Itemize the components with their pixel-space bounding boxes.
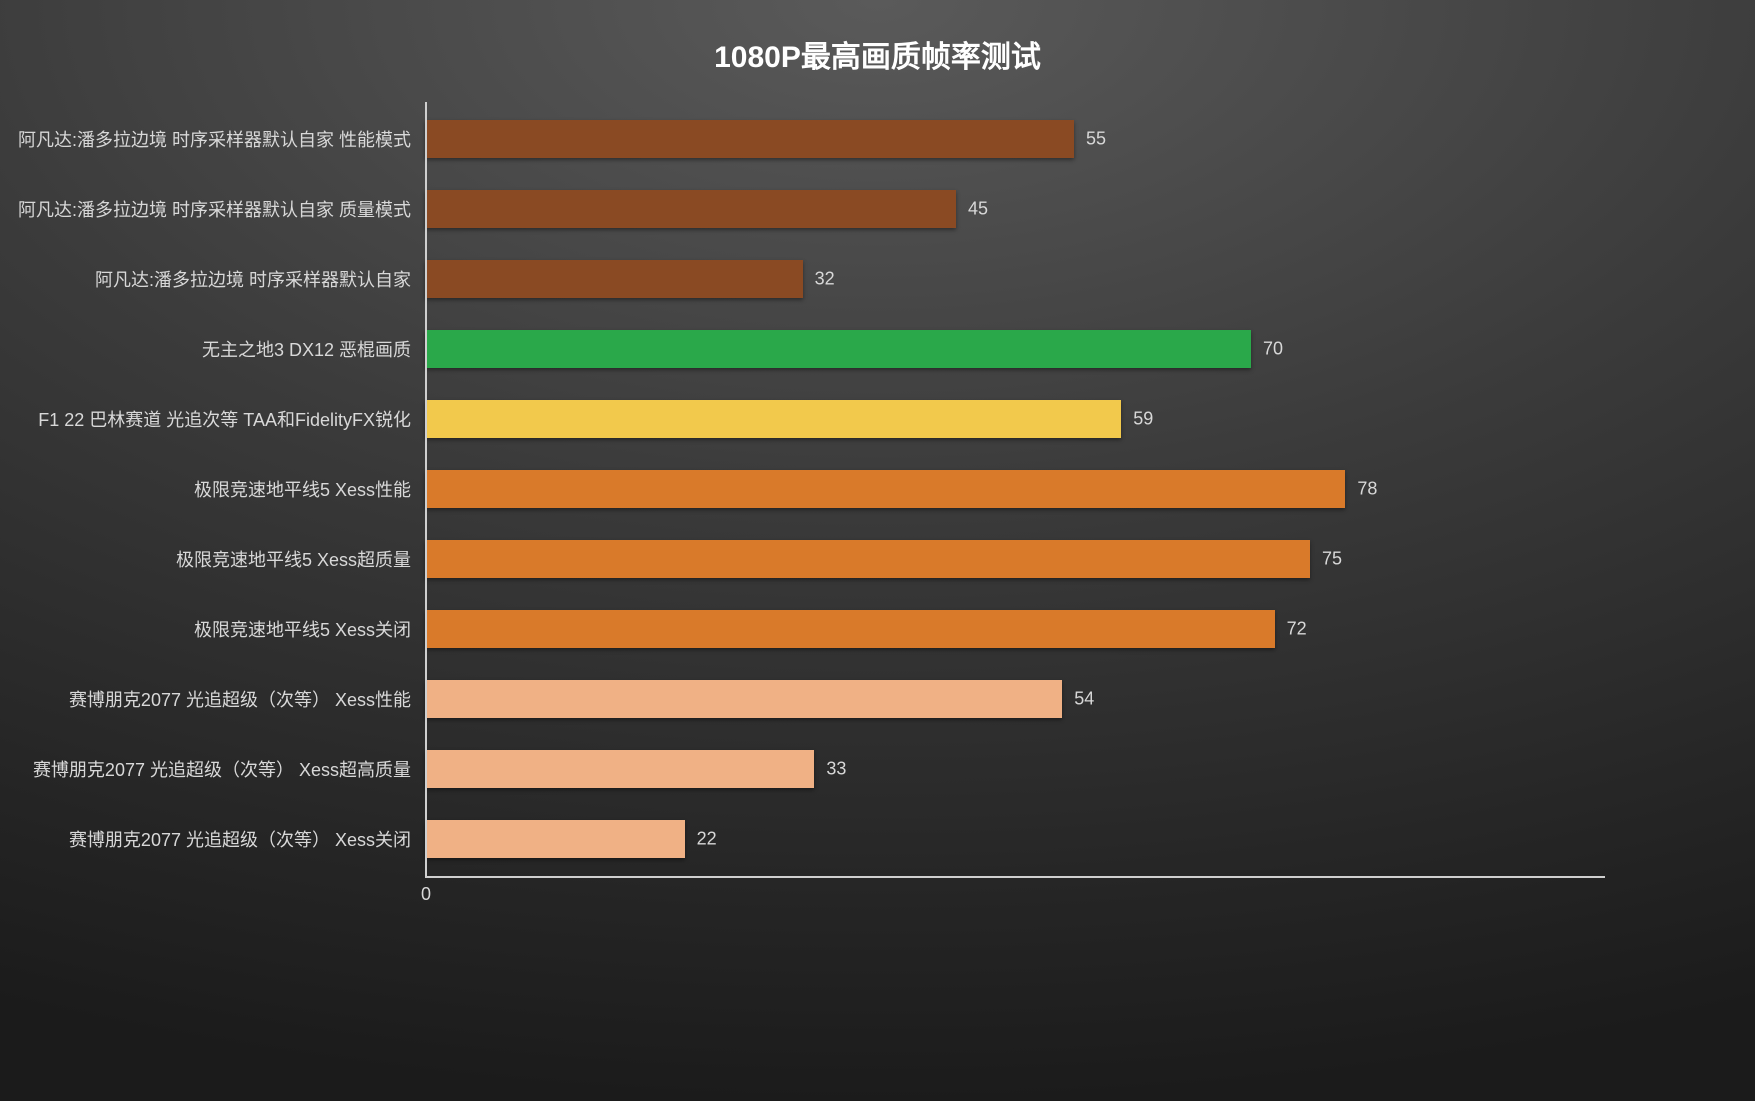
bar-row: 赛博朋克2077 光追超级（次等） Xess超高质量 33 [0, 750, 1755, 788]
bar-row: 阿凡达:潘多拉边境 时序采样器默认自家 性能模式 55 [0, 120, 1755, 158]
bar-row: 阿凡达:潘多拉边境 时序采样器默认自家 质量模式 45 [0, 190, 1755, 228]
bar-label: 阿凡达:潘多拉边境 时序采样器默认自家 质量模式 [0, 196, 425, 222]
bar-row: 阿凡达:潘多拉边境 时序采样器默认自家 32 [0, 260, 1755, 298]
bar [425, 260, 803, 298]
bar-row: 极限竞速地平线5 Xess关闭 72 [0, 610, 1755, 648]
bar-value: 59 [1133, 409, 1153, 430]
bar-label: 阿凡达:潘多拉边境 时序采样器默认自家 [0, 266, 425, 292]
bar [425, 470, 1345, 508]
bar [425, 680, 1062, 718]
bar [425, 540, 1310, 578]
bar [425, 190, 956, 228]
bar [425, 120, 1074, 158]
bar-value: 72 [1287, 619, 1307, 640]
bar [425, 330, 1251, 368]
chart-title: 1080P最高画质帧率测试 [0, 0, 1755, 76]
bar-label: F1 22 巴林赛道 光追次等 TAA和FidelityFX锐化 [0, 406, 425, 432]
bar-row: 赛博朋克2077 光追超级（次等） Xess性能 54 [0, 680, 1755, 718]
bar-row: F1 22 巴林赛道 光追次等 TAA和FidelityFX锐化 59 [0, 400, 1755, 438]
bar [425, 610, 1275, 648]
bar-label: 赛博朋克2077 光追超级（次等） Xess关闭 [0, 826, 425, 852]
bar-row: 极限竞速地平线5 Xess性能 78 [0, 470, 1755, 508]
chart-area: 阿凡达:潘多拉边境 时序采样器默认自家 性能模式55阿凡达:潘多拉边境 时序采样… [0, 120, 1755, 980]
bar-label: 极限竞速地平线5 Xess超质量 [0, 546, 425, 572]
axis-origin-label: 0 [421, 884, 431, 905]
bar-value: 32 [815, 269, 835, 290]
bar-value: 55 [1086, 129, 1106, 150]
bar-value: 22 [697, 829, 717, 850]
bar-value: 45 [968, 199, 988, 220]
bar-value: 54 [1074, 689, 1094, 710]
x-axis [425, 876, 1605, 878]
bar-label: 无主之地3 DX12 恶棍画质 [0, 336, 425, 362]
bar [425, 820, 685, 858]
bar-label: 极限竞速地平线5 Xess性能 [0, 476, 425, 502]
bar-label: 赛博朋克2077 光追超级（次等） Xess性能 [0, 686, 425, 712]
bar-row: 赛博朋克2077 光追超级（次等） Xess关闭 22 [0, 820, 1755, 858]
bar-value: 33 [826, 759, 846, 780]
bar [425, 750, 814, 788]
bar-label: 极限竞速地平线5 Xess关闭 [0, 616, 425, 642]
bar [425, 400, 1121, 438]
bar-value: 75 [1322, 549, 1342, 570]
bar-label: 赛博朋克2077 光追超级（次等） Xess超高质量 [0, 756, 425, 782]
bar-row: 无主之地3 DX12 恶棍画质 70 [0, 330, 1755, 368]
bar-value: 78 [1357, 479, 1377, 500]
y-axis [425, 102, 427, 876]
bar-label: 阿凡达:潘多拉边境 时序采样器默认自家 性能模式 [0, 126, 425, 152]
bar-value: 70 [1263, 339, 1283, 360]
bar-row: 极限竞速地平线5 Xess超质量 75 [0, 540, 1755, 578]
